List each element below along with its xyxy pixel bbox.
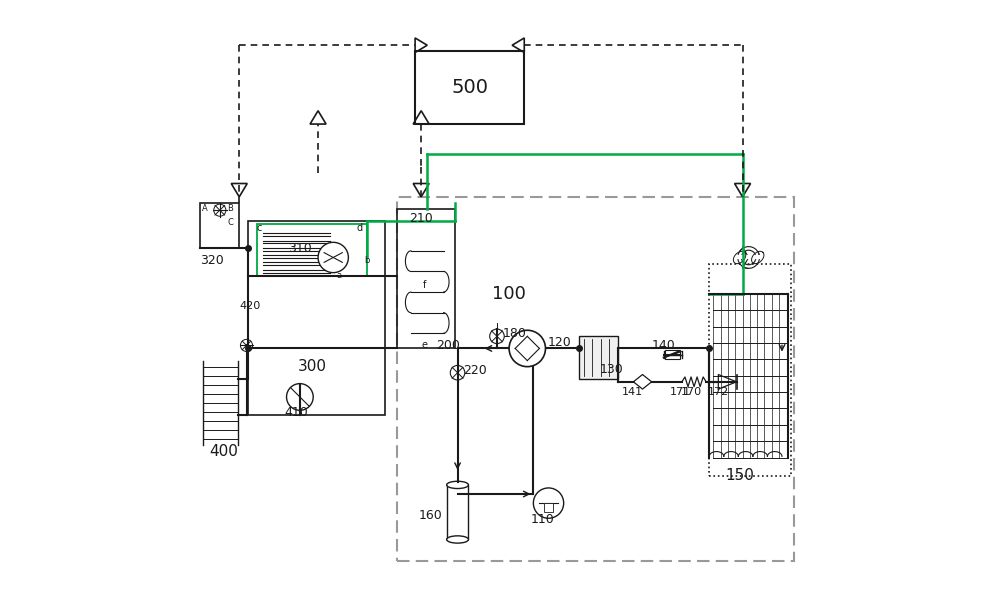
Circle shape bbox=[287, 384, 313, 410]
Bar bbox=[447, 485, 468, 540]
Text: 180: 180 bbox=[503, 327, 527, 340]
Text: a: a bbox=[337, 271, 342, 280]
Text: 210: 210 bbox=[409, 212, 433, 225]
Text: d: d bbox=[356, 223, 362, 233]
Text: 141: 141 bbox=[622, 387, 643, 397]
Text: 310: 310 bbox=[288, 242, 311, 255]
Bar bbox=[248, 221, 385, 415]
Text: b: b bbox=[364, 256, 369, 265]
Text: 100: 100 bbox=[492, 285, 526, 303]
Bar bbox=[415, 51, 524, 124]
Circle shape bbox=[533, 488, 564, 518]
Text: 300: 300 bbox=[298, 359, 327, 374]
Bar bbox=[709, 264, 791, 476]
Text: c: c bbox=[257, 223, 262, 233]
Bar bbox=[544, 503, 553, 512]
Text: A: A bbox=[202, 204, 207, 214]
Text: 110: 110 bbox=[531, 513, 554, 526]
Text: 172: 172 bbox=[708, 387, 729, 397]
Ellipse shape bbox=[447, 536, 468, 543]
Text: 420: 420 bbox=[239, 301, 260, 311]
Circle shape bbox=[318, 242, 348, 272]
Bar bbox=[257, 224, 367, 275]
Text: 500: 500 bbox=[451, 78, 488, 97]
Text: 160: 160 bbox=[418, 509, 442, 521]
Text: 140: 140 bbox=[652, 339, 676, 352]
Text: 170: 170 bbox=[680, 387, 702, 397]
Text: 130: 130 bbox=[599, 363, 623, 376]
Bar bbox=[665, 349, 680, 359]
Text: 120: 120 bbox=[547, 336, 571, 349]
Bar bbox=[397, 209, 455, 348]
Text: 220: 220 bbox=[464, 364, 487, 378]
Text: B: B bbox=[227, 204, 233, 214]
Bar bbox=[579, 337, 618, 379]
Ellipse shape bbox=[447, 481, 468, 488]
Text: 171: 171 bbox=[670, 387, 691, 397]
Text: 320: 320 bbox=[200, 254, 224, 267]
Text: e: e bbox=[421, 340, 427, 351]
Text: f: f bbox=[423, 280, 426, 289]
Text: 410: 410 bbox=[285, 406, 308, 419]
Text: C: C bbox=[227, 218, 233, 227]
Text: 200: 200 bbox=[436, 339, 460, 352]
Bar bbox=[200, 203, 239, 248]
Bar bbox=[397, 197, 794, 561]
Circle shape bbox=[509, 330, 545, 367]
Text: 150: 150 bbox=[725, 468, 754, 483]
Text: 400: 400 bbox=[209, 444, 238, 459]
